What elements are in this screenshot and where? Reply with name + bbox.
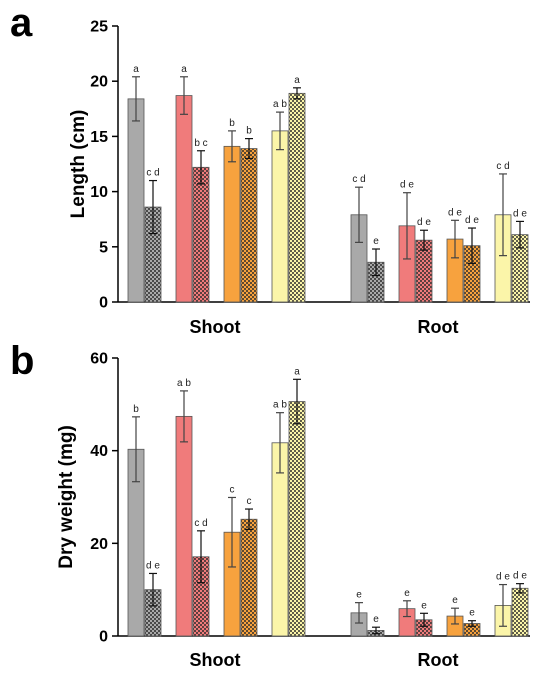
bar-shoot-3: [175, 95, 193, 303]
significance-label: b: [229, 118, 235, 129]
bar-root-8: [511, 587, 529, 637]
bar-shoot-6: [240, 148, 258, 303]
bar-shoot-7: [271, 130, 289, 303]
panel-a-length-chart: a Length (cm) 0 5 10 15 20 25 a c d a b c bb a b a c…: [10, 1, 530, 337]
panel-letter-a: a: [10, 1, 33, 45]
significance-label: c: [230, 484, 235, 495]
y-tick-label: 20: [90, 74, 108, 91]
significance-label: b: [133, 404, 139, 415]
bar-shoot-3: [175, 415, 193, 637]
significance-label: d e: [448, 207, 462, 218]
y-tick-label: 40: [90, 443, 108, 460]
significance-label: a b: [273, 400, 287, 411]
y-tick-label: 0: [99, 629, 108, 646]
significance-label: a b: [177, 378, 191, 389]
y-tick-label: 5: [99, 239, 108, 256]
significance-label: c d: [496, 161, 509, 172]
significance-label: c d: [146, 168, 159, 179]
significance-label: a: [181, 64, 187, 75]
bar-shoot-6: [240, 518, 258, 637]
y-axis-title-dry-weight: Dry weight (mg): [56, 425, 77, 569]
significance-label: a b: [273, 99, 287, 110]
y-tick-label: 15: [90, 129, 108, 146]
x-category-label-root: Root: [418, 650, 459, 670]
significance-label: d e: [496, 572, 510, 583]
x-category-label-shoot: Shoot: [190, 317, 241, 337]
bar-shoot-4: [192, 166, 210, 303]
significance-label: b: [246, 126, 252, 137]
x-category-label-shoot: Shoot: [190, 650, 241, 670]
panel-b-dry-weight-chart: b Dry weight (mg) 0 20 40 60 b d e a b c d c c a …: [10, 339, 530, 670]
x-category-label-root: Root: [418, 317, 459, 337]
significance-label: b c: [194, 138, 207, 149]
significance-label: e: [421, 600, 427, 611]
significance-label: c d: [352, 174, 365, 185]
y-axis-ticks: 0 5 10 15 20 25: [90, 19, 118, 312]
significance-label: c: [247, 496, 252, 507]
significance-label: a: [133, 64, 139, 75]
y-axis-title-length: Length (cm): [68, 110, 89, 219]
significance-label: e: [452, 595, 458, 606]
y-tick-label: 20: [90, 536, 108, 553]
y-tick-label: 25: [90, 19, 108, 36]
significance-label: d e: [400, 180, 414, 191]
significance-label: c d: [194, 518, 207, 529]
significance-label: d e: [513, 571, 527, 582]
significance-label: e: [373, 614, 379, 625]
significance-label: e: [373, 236, 379, 247]
bar-shoot-1: [127, 98, 145, 303]
y-tick-label: 10: [90, 184, 108, 201]
significance-label: d e: [417, 217, 431, 228]
bar-shoot-5: [223, 145, 241, 303]
panel-letter-b: b: [10, 339, 34, 383]
significance-label: e: [356, 590, 362, 601]
y-axis-ticks: 0 20 40 60: [90, 351, 118, 646]
significance-label: a: [294, 75, 300, 86]
y-tick-label: 60: [90, 351, 108, 368]
bar-shoot-8: [288, 92, 306, 303]
y-tick-label: 0: [99, 295, 108, 312]
significance-label: d e: [465, 215, 479, 226]
significance-label: e: [404, 588, 410, 599]
significance-label: e: [469, 608, 475, 619]
significance-label: a: [294, 366, 300, 377]
significance-label: d e: [513, 208, 527, 219]
significance-label: d e: [146, 560, 160, 571]
bar-shoot-8: [288, 401, 306, 637]
